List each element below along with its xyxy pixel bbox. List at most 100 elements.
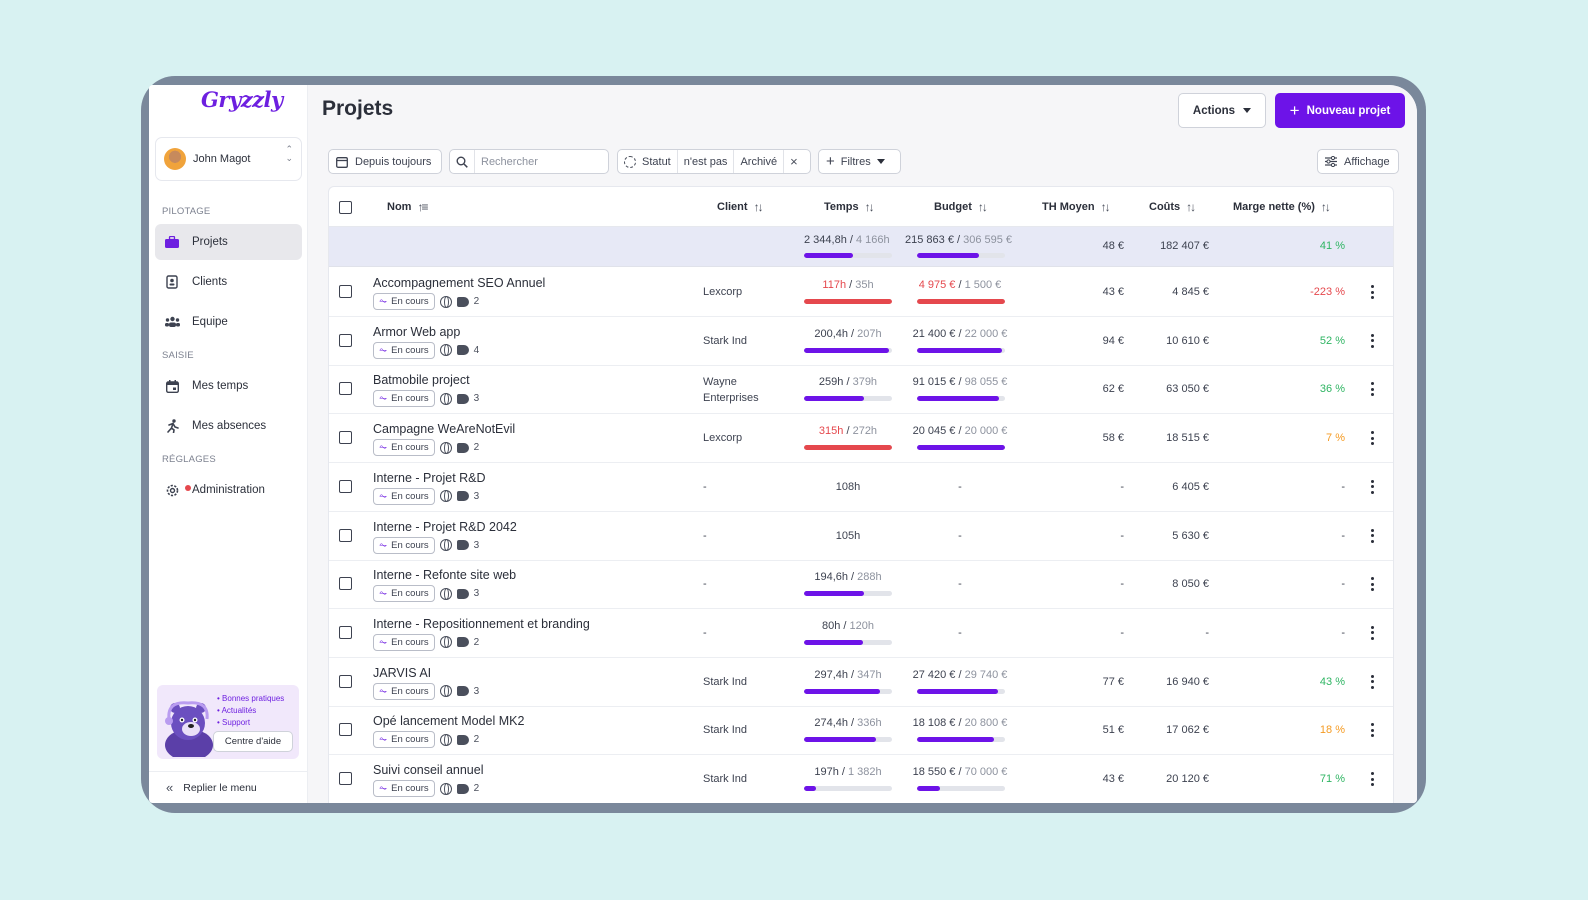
period-filter[interactable]: Depuis toujours (328, 149, 442, 174)
table-row[interactable]: Interne - Refonte site web ⏦ En cours 3 -… (329, 560, 1393, 610)
column-couts[interactable]: Coûts ↑↓ (1149, 200, 1196, 214)
help-link-support[interactable]: • Support (217, 718, 251, 727)
column-client[interactable]: Client ↑↓ (717, 200, 764, 214)
globe-icon[interactable] (439, 685, 452, 698)
table-row[interactable]: Suivi conseil annuel ⏦ En cours 2 Stark I… (329, 755, 1393, 803)
project-name[interactable]: JARVIS AI (373, 665, 432, 680)
sidebar-item-administration[interactable]: Administration (155, 472, 302, 508)
status-badge[interactable]: ⏦ En cours (373, 536, 435, 554)
sidebar-item-label: Mes temps (192, 380, 249, 392)
status-badge[interactable]: ⏦ En cours (373, 731, 435, 749)
table-row[interactable]: Batmobile project ⏦ En cours 3 Wayne Enter… (329, 365, 1393, 415)
status-badge[interactable]: ⏦ En cours (373, 682, 435, 700)
actions-button[interactable]: Actions (1178, 93, 1266, 128)
row-menu-icon[interactable] (1371, 382, 1375, 397)
status-badge[interactable]: ⏦ En cours (373, 487, 435, 505)
globe-icon[interactable] (439, 733, 452, 746)
project-name[interactable]: Suivi conseil annuel (373, 763, 484, 777)
user-switcher[interactable]: John Magot ⌃ ⌄ (155, 137, 302, 181)
table-row[interactable]: Interne - Projet R&D ⏦ En cours 3 - 108h - -… (329, 463, 1393, 512)
row-menu-icon[interactable] (1371, 772, 1375, 786)
sidebar-item-mes-absences[interactable]: Mes absences (155, 408, 302, 444)
row-checkbox[interactable] (339, 431, 352, 445)
table-row[interactable]: Campagne WeAreNotEvil ⏦ En cours 2 Lexcor… (329, 414, 1393, 464)
project-name[interactable]: Armor Web app (373, 324, 461, 339)
project-name[interactable]: Campagne WeAreNotEvil (373, 422, 516, 437)
column-marge[interactable]: Marge nette (%) ↑↓ (1233, 200, 1331, 214)
project-name[interactable]: Interne - Projet R&D 2042 (373, 519, 517, 534)
status-badge[interactable]: ⏦ En cours (373, 633, 435, 651)
project-name[interactable]: Opé lancement Model MK2 (373, 714, 525, 729)
status-filter-value[interactable]: Archivé (740, 155, 778, 168)
row-checkbox[interactable] (339, 723, 352, 737)
status-filter-chip[interactable]: Statut n'est pas Archivé × (617, 149, 811, 174)
row-menu-icon[interactable] (1371, 479, 1375, 494)
globe-icon[interactable] (439, 636, 452, 649)
row-menu-icon[interactable] (1371, 577, 1375, 592)
globe-icon[interactable] (439, 392, 452, 405)
globe-icon[interactable] (439, 295, 452, 308)
status-badge[interactable]: ⏦ En cours (373, 390, 435, 408)
row-checkbox[interactable] (339, 285, 352, 298)
project-name[interactable]: Interne - Repositionnement et branding (373, 616, 590, 631)
table-row[interactable]: JARVIS AI ⏦ En cours 3 Stark Ind 297,4h / … (329, 658, 1393, 707)
project-name[interactable]: Batmobile project (373, 373, 470, 388)
sidebar-item-projets[interactable]: Projets (155, 224, 302, 260)
globe-icon[interactable] (439, 490, 452, 503)
row-checkbox[interactable] (339, 528, 352, 542)
column-th-moyen[interactable]: TH Moyen ↑↓ (1042, 200, 1111, 214)
row-menu-icon[interactable] (1371, 431, 1375, 446)
row-checkbox[interactable] (339, 479, 352, 493)
row-menu-icon[interactable] (1371, 625, 1375, 640)
status-filter-operator[interactable]: n'est pas (683, 155, 728, 168)
filters-button[interactable]: + Filtres (818, 149, 901, 174)
column-nom[interactable]: Nom ↑≡ (387, 200, 428, 214)
globe-icon[interactable] (439, 587, 452, 600)
help-center-button[interactable]: Centre d'aide (213, 731, 293, 752)
display-button[interactable]: Affichage (1317, 149, 1399, 174)
globe-icon[interactable] (439, 441, 452, 454)
collapse-menu-button[interactable]: « Replier le menu (149, 771, 308, 803)
globe-icon[interactable] (439, 344, 452, 357)
status-badge[interactable]: ⏦ En cours (373, 780, 435, 797)
vertical-scrollbar[interactable] (1393, 187, 1394, 727)
column-budget[interactable]: Budget ↑↓ (934, 200, 988, 214)
row-checkbox[interactable] (339, 577, 352, 591)
close-icon[interactable]: × (790, 154, 798, 169)
sidebar-item-mes-temps[interactable]: Mes temps (155, 368, 302, 404)
row-menu-icon[interactable] (1371, 723, 1375, 738)
column-temps[interactable]: Temps ↑↓ (824, 200, 875, 214)
app-logo[interactable]: Gryzzly (201, 87, 283, 112)
row-checkbox[interactable] (339, 674, 352, 688)
help-link-actualites[interactable]: • Actualités (217, 706, 257, 715)
search-field[interactable]: Rechercher (449, 149, 609, 174)
row-menu-icon[interactable] (1371, 285, 1375, 299)
table-row[interactable]: Interne - Repositionnement et branding ⏦… (329, 609, 1393, 658)
row-checkbox[interactable] (339, 772, 352, 785)
table-row[interactable]: Interne - Projet R&D 2042 ⏦ En cours 3 - 1… (329, 512, 1393, 561)
row-menu-icon[interactable] (1371, 528, 1375, 543)
row-menu-icon[interactable] (1371, 674, 1375, 689)
table-row[interactable]: Accompagnement SEO Annuel ⏦ En cours 2 Le… (329, 268, 1393, 317)
globe-icon[interactable] (439, 539, 452, 551)
row-checkbox[interactable] (339, 382, 352, 396)
table-row[interactable]: Opé lancement Model MK2 ⏦ En cours 2 Star… (329, 706, 1393, 756)
search-input[interactable]: Rechercher (481, 155, 538, 168)
project-name[interactable]: Interne - Refonte site web (373, 568, 517, 583)
select-all-checkbox[interactable] (339, 201, 352, 214)
row-checkbox[interactable] (339, 333, 352, 347)
project-name[interactable]: Accompagnement SEO Annuel (373, 276, 546, 290)
sidebar-item-equipe[interactable]: Equipe (155, 304, 302, 340)
row-menu-icon[interactable] (1371, 333, 1375, 348)
status-badge[interactable]: ⏦ En cours (373, 341, 435, 359)
table-row[interactable]: Armor Web app ⏦ En cours 4 Stark Ind 200,4… (329, 317, 1393, 366)
sidebar-item-clients[interactable]: Clients (155, 264, 302, 300)
row-checkbox[interactable] (339, 625, 352, 639)
project-name[interactable]: Interne - Projet R&D (373, 470, 486, 485)
new-project-button[interactable]: + Nouveau projet (1275, 93, 1405, 128)
status-badge[interactable]: ⏦ En cours (373, 293, 435, 310)
status-badge[interactable]: ⏦ En cours (373, 585, 435, 603)
help-link-bonnes-pratiques[interactable]: • Bonnes pratiques (217, 694, 285, 703)
globe-icon[interactable] (439, 782, 452, 795)
status-badge[interactable]: ⏦ En cours (373, 439, 435, 457)
